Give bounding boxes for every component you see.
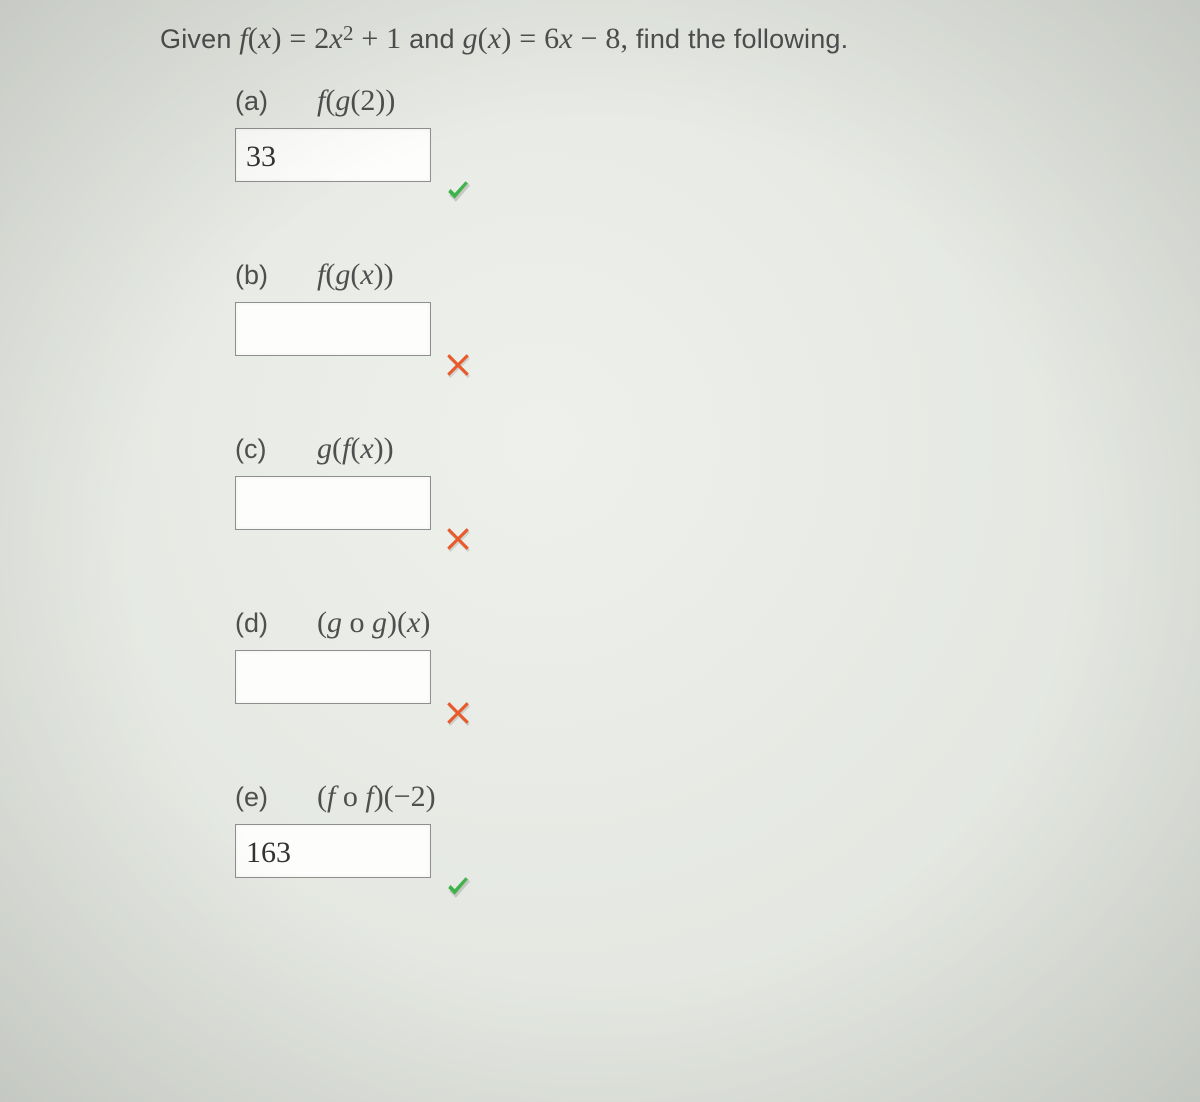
page: Given f(x) = 2x2 + 1 and g(x) = 6x − 8, … (0, 0, 1200, 1102)
answer-row (235, 650, 1160, 704)
prompt-f-def: f(x) = 2x2 + 1 (239, 24, 401, 54)
item-label-row: (e)(f o f)(−2) (235, 780, 1160, 814)
items-container: (a)f(g(2)) (b)f(g(x)) (c)g(f(x)) (d)(g o… (160, 84, 1160, 878)
part-label: (c) (235, 434, 317, 465)
question-prompt: Given f(x) = 2x2 + 1 and g(x) = 6x − 8, … (160, 18, 1160, 60)
question-item: (d)(g o g)(x) (235, 606, 1160, 704)
question-item: (a)f(g(2)) (235, 84, 1160, 182)
part-label: (b) (235, 260, 317, 291)
part-label: (e) (235, 782, 317, 813)
part-label: (d) (235, 608, 317, 639)
question-item: (b)f(g(x)) (235, 258, 1160, 356)
item-label-row: (c)g(f(x)) (235, 432, 1160, 466)
question-item: (c)g(f(x)) (235, 432, 1160, 530)
x-icon (445, 526, 473, 554)
item-label-row: (b)f(g(x)) (235, 258, 1160, 292)
prompt-prefix: Given (160, 24, 239, 54)
answer-row (235, 476, 1160, 530)
prompt-suffix: find the following. (636, 24, 848, 54)
item-label-row: (d)(g o g)(x) (235, 606, 1160, 640)
expression: g(f(x)) (317, 432, 394, 465)
answer-input[interactable] (235, 128, 431, 182)
item-gap (160, 704, 1160, 762)
check-icon (445, 874, 473, 902)
expression: (g o g)(x) (317, 606, 430, 639)
answer-input[interactable] (235, 824, 431, 878)
check-icon (445, 178, 473, 206)
content: Given f(x) = 2x2 + 1 and g(x) = 6x − 8, … (160, 18, 1160, 878)
expression: f(g(2)) (317, 84, 395, 117)
expression: (f o f)(−2) (317, 780, 436, 813)
item-gap (160, 356, 1160, 414)
item-gap (160, 530, 1160, 588)
expression: f(g(x)) (317, 258, 394, 291)
prompt-and: and (409, 24, 462, 54)
question-item: (e)(f o f)(−2) (235, 780, 1160, 878)
x-icon (445, 700, 473, 728)
answer-row (235, 302, 1160, 356)
answer-input[interactable] (235, 650, 431, 704)
answer-input[interactable] (235, 476, 431, 530)
answer-row (235, 128, 1160, 182)
x-icon (445, 352, 473, 380)
item-label-row: (a)f(g(2)) (235, 84, 1160, 118)
answer-input[interactable] (235, 302, 431, 356)
answer-row (235, 824, 1160, 878)
prompt-g-def: g(x) = 6x − 8, (462, 24, 628, 54)
item-gap (160, 182, 1160, 240)
part-label: (a) (235, 86, 317, 117)
